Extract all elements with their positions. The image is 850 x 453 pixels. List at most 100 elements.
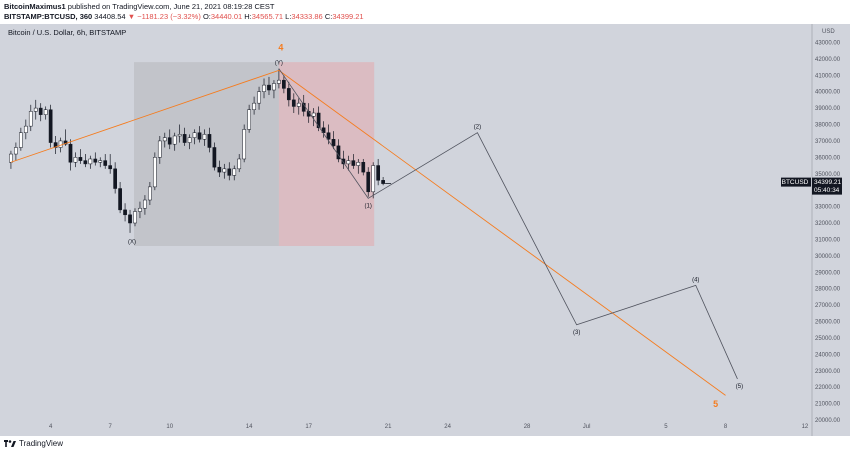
candle-body	[267, 84, 271, 91]
wave-label: (Y)	[275, 61, 283, 67]
candle-body	[73, 157, 78, 163]
candle-body	[346, 160, 351, 165]
wave-label: (2)	[474, 125, 481, 131]
y-tick-label: 33000.00	[815, 205, 841, 211]
y-tick-label: 22000.00	[815, 385, 841, 391]
published-text: published on TradingView.com, June 21, 2…	[67, 2, 275, 11]
candle-body	[272, 83, 276, 91]
tradingview-icon	[4, 439, 16, 447]
publish-info: BitcoinMaximus1 published on TradingView…	[4, 2, 274, 11]
y-tick-label: 24000.00	[815, 352, 841, 358]
candle-body	[138, 207, 142, 212]
x-tick-label: 24	[444, 424, 451, 430]
candle-body	[296, 102, 301, 107]
chart-header: BitcoinMaximus1 published on TradingView…	[0, 0, 850, 24]
candle-body	[108, 165, 113, 170]
x-tick-label: 21	[385, 424, 392, 430]
candle-body	[341, 158, 346, 165]
candle-body	[177, 134, 182, 137]
candle-body	[371, 165, 376, 193]
current-price-tag: BTCUSD 34399.21 05:40:34	[781, 177, 842, 195]
candle-body	[9, 153, 13, 163]
wave-label: (1)	[365, 203, 372, 209]
author-name[interactable]: BitcoinMaximus1	[4, 2, 66, 11]
y-axis-unit: USD	[822, 29, 835, 35]
candle-body	[152, 157, 157, 188]
wave-label: (X)	[128, 239, 136, 245]
red-range-box	[278, 62, 375, 246]
candle-body	[291, 99, 296, 107]
candle-body	[197, 132, 202, 140]
price-axis[interactable]	[812, 24, 850, 436]
close-label: C:	[324, 12, 333, 21]
y-tick-label: 20000.00	[815, 418, 841, 424]
y-tick-label: 39000.00	[815, 106, 841, 112]
symbol-tag-background	[781, 177, 811, 187]
high-value: 34565.71	[251, 12, 284, 21]
x-tick-label: 8	[724, 424, 728, 430]
y-tick-label: 38000.00	[815, 123, 841, 129]
ohlc-line: BITSTAMP:BTCUSD, 360 34408.54 ▼ −1181.23…	[4, 12, 364, 21]
y-tick-label: 27000.00	[815, 303, 841, 309]
candle-body	[376, 165, 381, 181]
y-tick-label: 40000.00	[815, 90, 841, 96]
candle-body	[356, 162, 361, 166]
candle-body	[43, 109, 48, 115]
y-tick-label: 26000.00	[815, 320, 841, 326]
candle-body	[207, 134, 212, 148]
candle-body	[277, 79, 281, 84]
candle-body	[93, 158, 98, 163]
candle-body	[187, 137, 192, 143]
price-tag-background	[812, 177, 842, 195]
x-tick-label: 14	[246, 424, 253, 430]
candle-body	[28, 111, 33, 127]
candle-body	[118, 188, 122, 211]
orange-wave-label: 4	[278, 43, 283, 53]
candle-body	[222, 168, 227, 173]
candle-body	[128, 214, 132, 224]
candle-body	[19, 132, 23, 148]
low-value: 34333.86	[291, 12, 323, 21]
candle-body	[262, 84, 266, 92]
y-tick-label: 32000.00	[815, 221, 841, 227]
y-tick-label: 31000.00	[815, 237, 841, 243]
y-tick-label: 30000.00	[815, 254, 841, 260]
candle-body	[242, 129, 247, 160]
y-tick-label: 21000.00	[815, 402, 841, 408]
wave-label: (3)	[573, 330, 580, 336]
wave-label: (5)	[736, 384, 743, 390]
y-tick-label: 35000.00	[815, 172, 841, 178]
candle-body	[321, 127, 326, 133]
candle-body	[53, 142, 58, 148]
y-tick-label: 28000.00	[815, 287, 841, 293]
orange-trend-line	[10, 69, 726, 396]
candle-body	[68, 143, 73, 163]
plot-background	[0, 24, 812, 436]
chart-area[interactable]: Bitcoin / U.S. Dollar, 6h, BITSTAMP (X) (…	[0, 24, 850, 436]
last-price: 34408.54	[94, 12, 126, 21]
candle-body	[88, 158, 93, 165]
candle-body	[252, 102, 256, 110]
candle-body	[282, 79, 286, 89]
low-label: L:	[285, 12, 292, 21]
x-tick-label: 4	[49, 424, 53, 430]
candle-body	[157, 140, 162, 158]
x-tick-label: 12	[802, 424, 809, 430]
y-tick-label: 23000.00	[815, 369, 841, 375]
candle-body	[212, 147, 217, 168]
price-change: ▼ −1181.23 (−3.32%)	[127, 12, 201, 21]
candle-body	[331, 139, 336, 147]
candle-body	[202, 134, 207, 140]
candle-body	[182, 134, 187, 143]
wave-label: (4)	[692, 277, 699, 283]
tradingview-logo[interactable]: TradingView	[4, 439, 63, 448]
candle-body	[98, 160, 103, 163]
candle-body	[247, 109, 251, 130]
candle-body	[286, 88, 291, 101]
candle-body	[326, 132, 331, 140]
candle-body	[361, 162, 366, 173]
candle-body	[33, 107, 38, 112]
candle-body	[227, 168, 232, 176]
x-tick-label: 10	[166, 424, 173, 430]
orange-wave-label: 5	[713, 399, 718, 409]
